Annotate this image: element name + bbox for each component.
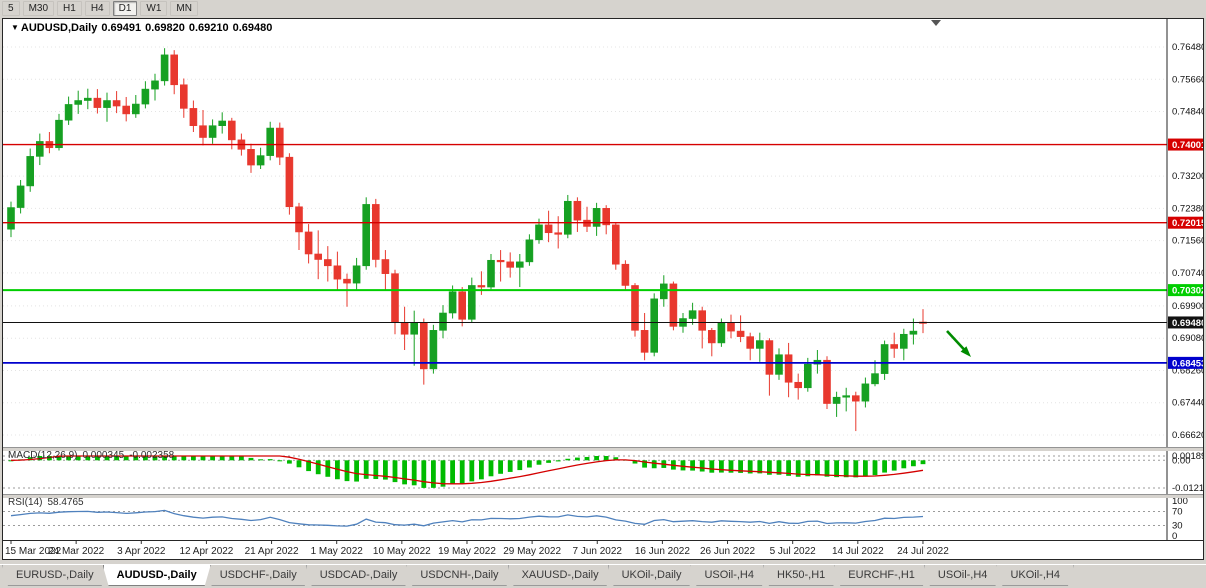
price-badge (1168, 284, 1203, 297)
svg-text:15 Mar 2022: 15 Mar 2022 (5, 546, 62, 557)
chart-symbol-label: AUDUSD,Daily (20, 22, 98, 34)
svg-text:21 Apr 2022: 21 Apr 2022 (245, 546, 299, 557)
chart-tabs: EURUSD-,Daily AUDUSD-,Daily USDCHF-,Daily U… (0, 564, 1206, 588)
chart-tab-usdcad-daily[interactable]: USDCAD-,Daily (306, 565, 412, 586)
svg-text:30: 30 (1172, 521, 1183, 532)
rsi-value: 58.4765 (47, 497, 84, 508)
svg-text:10 May 2022: 10 May 2022 (373, 546, 431, 557)
svg-text:-0.01216: -0.01216 (1172, 483, 1203, 494)
svg-text:24 Mar 2022: 24 Mar 2022 (48, 546, 105, 557)
trend-arrow-head (960, 346, 971, 357)
ohlc-open: 0.69491 (101, 22, 142, 34)
price-badge (1168, 356, 1203, 369)
svg-text:26 Jun 2022: 26 Jun 2022 (700, 546, 755, 557)
svg-text:3 Apr 2022: 3 Apr 2022 (117, 546, 166, 557)
trend-arrow[interactable] (946, 330, 965, 351)
svg-text:0.00189: 0.00189 (1172, 451, 1203, 462)
panel-divider[interactable] (3, 447, 1203, 451)
timeframe-button-d1[interactable]: D1 (112, 1, 138, 16)
svg-text:100: 100 (1172, 498, 1188, 507)
svg-text:0.72380: 0.72380 (1172, 203, 1203, 214)
chart-ohlc-title: ▼ AUDUSD,Daily 0.69491 0.69820 0.69210 0.6948… (11, 22, 276, 34)
svg-text:0.72015: 0.72015 (1172, 218, 1203, 229)
timeframe-toolbar: 5 M30 H1 H4 D1 W1 MN (0, 0, 1206, 17)
svg-text:5 Jul 2022: 5 Jul 2022 (770, 546, 817, 557)
svg-text:0.73200: 0.73200 (1172, 171, 1203, 182)
svg-text:0.68260: 0.68260 (1172, 365, 1203, 376)
macd-value-main: 0.000345 (82, 450, 125, 461)
svg-text:0.69080: 0.69080 (1172, 333, 1203, 344)
price-badge (1168, 316, 1203, 329)
svg-text:0.76480: 0.76480 (1172, 42, 1203, 53)
ohlc-high: 0.69820 (145, 22, 185, 34)
macd-indicator-label: MACD(12,26,9) 0.000345 -0.002358 (8, 450, 179, 461)
macd-name: MACD(12,26,9) (8, 450, 78, 461)
svg-text:0.69900: 0.69900 (1172, 301, 1203, 312)
svg-text:0.74840: 0.74840 (1172, 107, 1203, 118)
timeframe-button-h4[interactable]: H4 (84, 1, 110, 16)
chart-tab-usdchf-daily[interactable]: USDCHF-,Daily (206, 565, 311, 586)
svg-text:0: 0 (1172, 531, 1177, 540)
chart-tab-usdcnh-daily[interactable]: USDCNH-,Daily (406, 565, 512, 586)
candles-layer (7, 48, 927, 432)
svg-text:0.74001: 0.74001 (1172, 140, 1203, 151)
timeframe-button-h1[interactable]: H1 (57, 1, 82, 16)
timeframe-button-mn[interactable]: MN (170, 1, 198, 16)
rsi-name: RSI(14) (8, 497, 43, 508)
svg-text:7 Jun 2022: 7 Jun 2022 (573, 546, 623, 557)
symbol-marker-icon: ▼ (11, 23, 19, 32)
timeframe-button-5[interactable]: 5 (2, 1, 20, 16)
chart-tab-usoil-h4[interactable]: USOil-,H4 (924, 565, 1002, 586)
svg-text:1 May 2022: 1 May 2022 (311, 546, 364, 557)
svg-text:0.70302: 0.70302 (1172, 286, 1203, 297)
svg-text:0.00: 0.00 (1172, 455, 1191, 466)
rsi-line (10, 509, 924, 527)
chart-tab-audusd-daily[interactable]: AUDUSD-,Daily (103, 565, 211, 586)
ohlc-low: 0.69210 (188, 22, 229, 34)
chart-tab-xauusd-daily[interactable]: XAUUSD-,Daily (508, 565, 613, 586)
price-chart[interactable]: 0.76480 0.75660 0.74840 0.73200 0.72380 0.715… (3, 19, 1203, 447)
svg-text:16 Jun 2022: 16 Jun 2022 (635, 546, 690, 557)
price-badge (1168, 138, 1203, 151)
chart-tab-eurusd-daily[interactable]: EURUSD-,Daily (2, 565, 108, 586)
svg-text:24 Jul 2022: 24 Jul 2022 (897, 546, 949, 557)
chart-tab-eurchf-h1[interactable]: EURCHF-,H1 (834, 565, 929, 586)
svg-text:0.68453: 0.68453 (1172, 358, 1203, 369)
svg-text:0.67440: 0.67440 (1172, 398, 1203, 409)
svg-text:0.69480: 0.69480 (1172, 318, 1203, 329)
macd-signal-line (10, 455, 924, 485)
chart-tab-hk50-h1[interactable]: HK50-,H1 (763, 565, 839, 586)
chart-window[interactable]: 0.76480 0.75660 0.74840 0.73200 0.72380 0.715… (2, 18, 1204, 560)
svg-text:0.71560: 0.71560 (1172, 236, 1203, 247)
chart-tab-usoil-h4[interactable]: USOil-,H4 (690, 565, 768, 586)
macd-value-signal: -0.002358 (129, 450, 175, 461)
rsi-indicator-label: RSI(14) 58.4765 (8, 497, 89, 508)
svg-text:14 Jul 2022: 14 Jul 2022 (832, 546, 884, 557)
chart-shift-marker[interactable] (931, 20, 941, 26)
svg-text:0.70740: 0.70740 (1172, 268, 1203, 279)
svg-text:19 May 2022: 19 May 2022 (438, 546, 496, 557)
timeframe-button-w1[interactable]: W1 (140, 1, 168, 16)
price-badge (1168, 216, 1203, 229)
svg-text:0.66620: 0.66620 (1172, 430, 1203, 441)
svg-text:12 Apr 2022: 12 Apr 2022 (179, 546, 233, 557)
chart-tab-ukoil-h4[interactable]: UKOil-,H4 (996, 565, 1074, 586)
panel-divider[interactable] (3, 494, 1203, 498)
svg-text:29 May 2022: 29 May 2022 (503, 546, 561, 557)
ohlc-close: 0.69480 (232, 22, 273, 34)
svg-text:0.75660: 0.75660 (1172, 74, 1203, 85)
svg-text:70: 70 (1172, 507, 1183, 518)
chart-tab-ukoil-daily[interactable]: UKOil-,Daily (608, 565, 696, 586)
timeframe-button-m30[interactable]: M30 (22, 1, 55, 16)
